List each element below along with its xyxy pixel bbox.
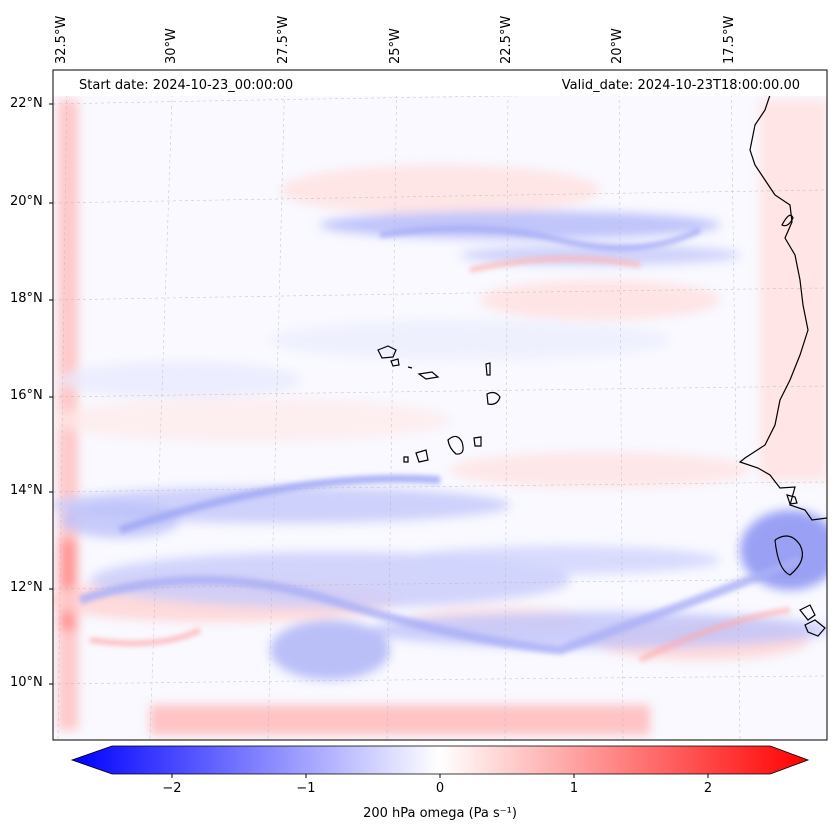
lon-label-32-5w: 32.5°W <box>54 15 69 64</box>
omega-field <box>53 70 827 740</box>
colorbar <box>70 745 810 778</box>
lat-label-22n: 22°N <box>10 96 43 111</box>
lon-label-20w: 20°W <box>610 28 625 64</box>
start-date-label: Start date: 2024-10-23_00:00:00 <box>79 78 294 93</box>
colorbar-tick-label: −2 <box>162 781 182 796</box>
gridlines <box>53 70 827 740</box>
colorbar-tick-label: 2 <box>703 781 713 796</box>
lat-label-12n: 12°N <box>10 580 43 595</box>
colorbar-title: 200 hPa omega (Pa s⁻¹) <box>363 806 517 821</box>
lon-label-25w: 25°W <box>388 28 403 64</box>
lat-label-16n: 16°N <box>10 388 43 403</box>
coastline <box>377 94 827 637</box>
lat-label-10n: 10°N <box>10 675 43 690</box>
valid-date-label: Valid_date: 2024-10-23T18:00:00.00 <box>561 78 800 93</box>
lat-label-14n: 14°N <box>10 483 43 498</box>
colorbar-tick-label: −1 <box>296 781 316 796</box>
lon-label-27-5w: 27.5°W <box>276 15 291 64</box>
lat-label-18n: 18°N <box>10 291 43 306</box>
lon-label-30w: 30°W <box>164 28 179 64</box>
colorbar-tick-label: 1 <box>569 781 579 796</box>
lat-label-20n: 20°N <box>10 194 43 209</box>
colorbar-tick-label: 0 <box>435 781 445 796</box>
lon-label-22-5w: 22.5°W <box>499 15 514 64</box>
lon-label-17-5w: 17.5°W <box>722 15 737 64</box>
